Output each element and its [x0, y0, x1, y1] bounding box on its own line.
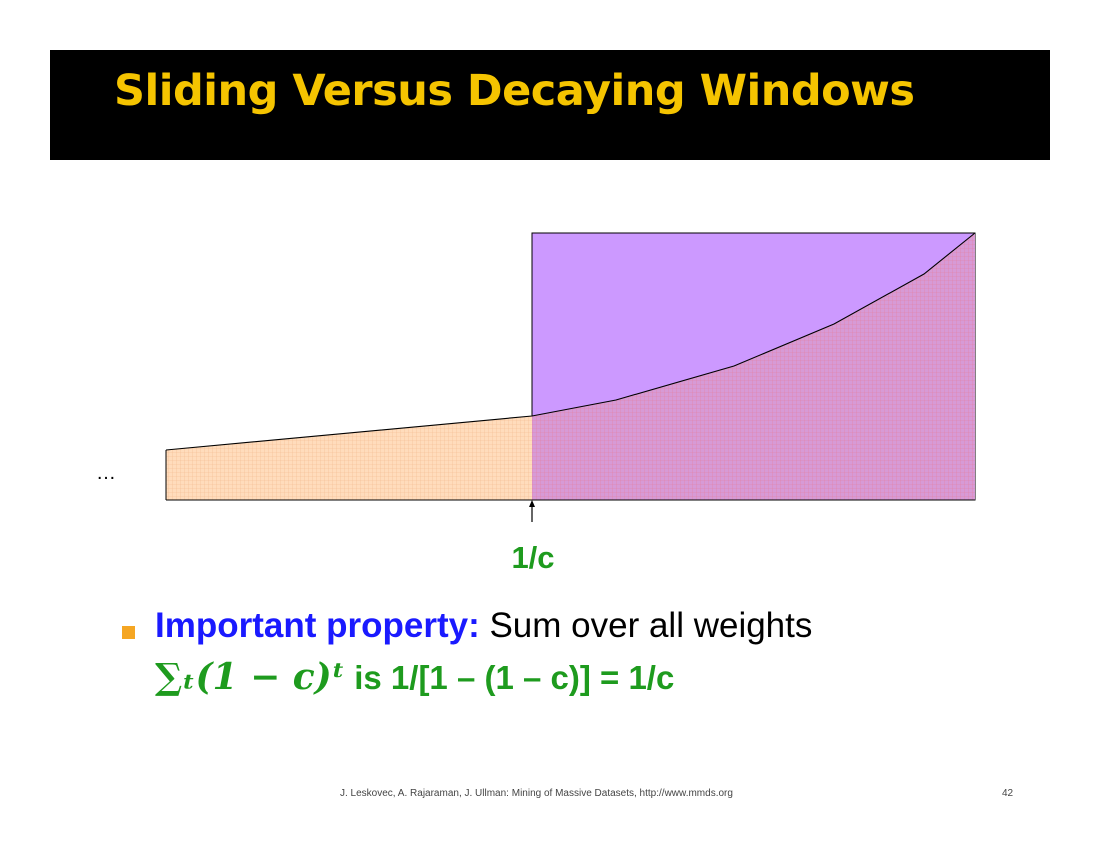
bullet-rest: Sum over all weights	[479, 606, 813, 645]
bullet-line-1: Important property: Sum over all weights	[155, 606, 812, 646]
sum-formula: ∑ₜ(1 − c)ᵗ	[155, 656, 346, 698]
ellipsis: …	[96, 462, 118, 484]
footer-citation: J. Leskovec, A. Rajaraman, J. Ullman: Mi…	[340, 788, 733, 799]
decay-area-in-window	[532, 233, 975, 500]
title-bar: Sliding Versus Decaying Windows	[50, 50, 1050, 160]
bullet-lead: Important property:	[155, 606, 480, 645]
marker-arrowhead	[529, 500, 535, 507]
decay-area-before-window	[166, 416, 532, 500]
square-bullet-icon	[122, 626, 135, 639]
marker-label: 1/c	[511, 540, 555, 575]
slide-title: Sliding Versus Decaying Windows	[114, 66, 915, 116]
decay-curve	[165, 232, 976, 451]
bullet-line-2: ∑ₜ(1 − c)ᵗ is 1/[1 – (1 – c)] = 1/c	[155, 656, 674, 698]
formula-result: is 1/[1 – (1 – c)] = 1/c	[345, 659, 675, 696]
page-number: 42	[1002, 788, 1014, 799]
